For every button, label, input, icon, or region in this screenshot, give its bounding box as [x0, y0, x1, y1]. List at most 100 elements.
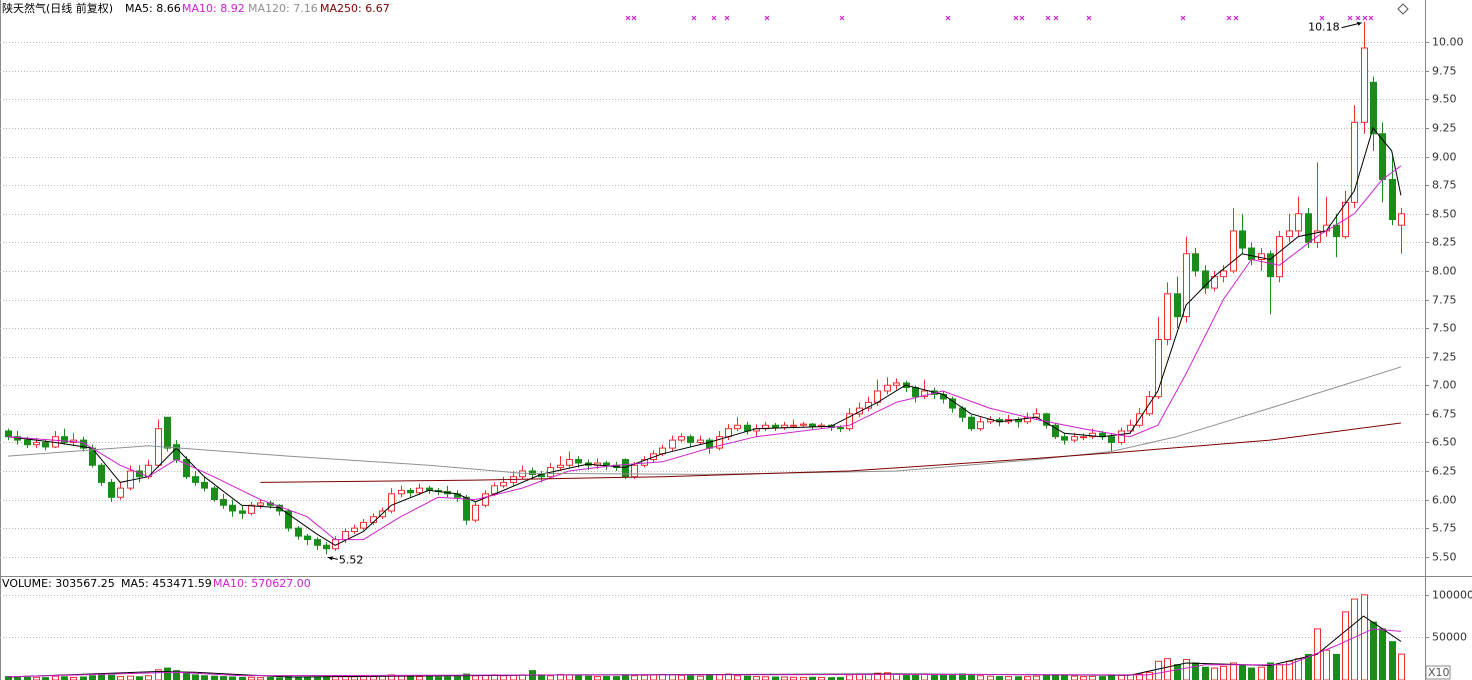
candle-body — [1043, 413, 1050, 426]
candle-body — [482, 493, 489, 506]
candle-body — [201, 481, 208, 489]
event-marker — [1319, 15, 1325, 21]
y-tick-label: 7.25 — [1432, 351, 1457, 364]
volume-bar — [631, 675, 638, 680]
y-tick-label: 8.50 — [1432, 208, 1457, 221]
volume-bar — [1071, 675, 1078, 680]
volume-bar — [342, 676, 349, 680]
candle-body — [239, 510, 246, 514]
candle-body — [1080, 436, 1087, 439]
volume-bar — [1379, 628, 1386, 680]
candle-body — [687, 436, 694, 443]
event-marker — [764, 15, 770, 21]
y-tick-label: 6.00 — [1432, 494, 1457, 507]
candle-body — [622, 459, 629, 478]
volume-bar — [1005, 676, 1012, 680]
volume-bar — [949, 674, 956, 680]
y-tick-label: 8.00 — [1432, 265, 1457, 278]
y-tick-label: 6.75 — [1432, 408, 1457, 421]
volume-bar — [1136, 673, 1143, 680]
volume-bar — [912, 673, 919, 680]
candle-body — [351, 527, 358, 533]
volume-bar — [734, 675, 741, 680]
volume-bar — [1043, 675, 1050, 680]
candle-body — [398, 489, 405, 495]
volume-bar — [1080, 676, 1087, 680]
candle-body — [641, 459, 648, 466]
candle-body — [61, 436, 68, 443]
volume-bar — [164, 667, 171, 680]
candle-body — [1071, 436, 1078, 441]
candle-body — [631, 464, 638, 478]
y-tick-label: 100000 — [1432, 589, 1472, 602]
event-marker — [1019, 15, 1025, 21]
candle-body — [1155, 339, 1162, 398]
candle-body — [33, 441, 40, 446]
y-tick-label: 8.75 — [1432, 179, 1457, 192]
diamond-icon[interactable] — [1397, 3, 1409, 15]
volume-bar — [192, 674, 199, 680]
volume-bar — [1164, 658, 1171, 680]
volume-bar — [24, 676, 31, 680]
candle-body — [519, 470, 526, 478]
candle-body — [1108, 436, 1115, 443]
volume-bar — [669, 674, 676, 680]
volume-bar — [117, 676, 124, 680]
candle-body — [800, 423, 807, 426]
volume-bar — [884, 672, 891, 680]
volume-bar — [1239, 665, 1246, 680]
volume-bar — [575, 675, 582, 680]
y-tick-label: 9.00 — [1432, 151, 1457, 164]
event-marker — [1233, 15, 1239, 21]
event-marker — [1226, 15, 1232, 21]
event-marker — [1053, 15, 1059, 21]
candle-body — [669, 439, 676, 449]
candle-body — [697, 439, 704, 443]
candle-body — [790, 424, 797, 427]
candle-body — [1379, 133, 1386, 180]
volume-bar — [370, 676, 377, 680]
candle-body — [342, 531, 349, 541]
candle-body — [173, 444, 180, 461]
candle-body — [117, 487, 124, 498]
volume-bar — [173, 670, 180, 680]
y-tick-label: 9.50 — [1432, 93, 1457, 106]
volume-bar — [1146, 671, 1153, 680]
event-marker — [1362, 15, 1368, 21]
volume-bar — [1230, 662, 1237, 680]
volume-bar — [98, 674, 105, 680]
volume-bar — [931, 674, 938, 680]
volume-bar — [687, 675, 694, 680]
y-tick-label: 5.50 — [1432, 551, 1457, 564]
event-marker — [1355, 15, 1361, 21]
candle-body — [968, 416, 975, 430]
candle-body — [1164, 293, 1171, 341]
volume-bar — [1248, 667, 1255, 680]
candle-body — [1118, 430, 1125, 443]
candle-body — [98, 464, 105, 483]
volume-bar — [1351, 598, 1358, 680]
candle-body — [360, 521, 367, 529]
volume-bar — [818, 676, 825, 680]
ma-line — [7, 126, 1402, 546]
volume-bar — [1052, 674, 1059, 680]
scale-box — [1425, 665, 1451, 680]
candle-body — [1267, 253, 1274, 278]
candle-body — [725, 428, 732, 438]
candle-body — [781, 424, 788, 429]
y-tick-label: 6.50 — [1432, 436, 1457, 449]
y-tick-label: 9.25 — [1432, 122, 1457, 135]
candle-body — [1230, 230, 1237, 272]
ma-label: MA10: 8.92 — [182, 2, 245, 15]
candle-body — [500, 481, 507, 487]
candle-body — [1361, 47, 1368, 123]
event-marker — [711, 15, 717, 21]
candle-body — [323, 544, 330, 550]
volume-bar — [1305, 653, 1312, 680]
volume-bar — [968, 673, 975, 680]
candle-body — [183, 459, 190, 478]
candle-body — [407, 489, 414, 494]
ma-line — [7, 165, 1402, 541]
volume-bar — [201, 675, 208, 680]
